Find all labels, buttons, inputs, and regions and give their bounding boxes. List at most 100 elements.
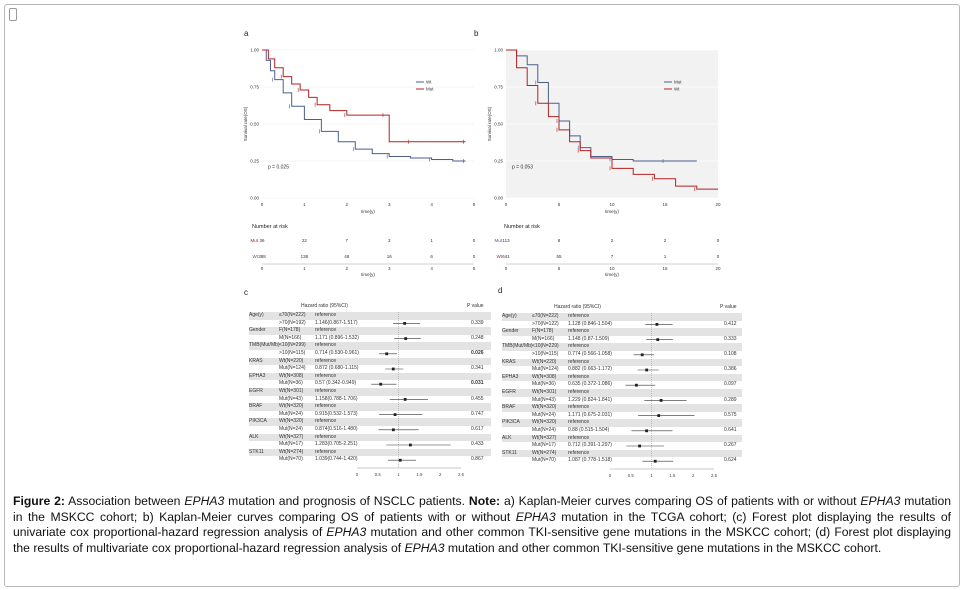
forest-row: KRAS Wt(N=220) reference [502,358,742,367]
forest-cell-hr: reference [315,312,337,318]
forest-cell-var: ALK [502,434,512,441]
km-curve-wt [262,49,466,162]
forest-cell-grp: Wt(N=327) [279,433,304,440]
risk-x-label: time(y) [605,272,619,277]
risk-x-tick: 0 [261,266,264,271]
forest-row: TMB(Mut/Mb) <10(N=299) reference [249,342,491,350]
forest-cell-var: Gender [502,328,519,335]
forest-cell-hr: reference [315,418,337,425]
forest-cell-hr: reference [568,313,590,319]
forest-cell-hr: 0.88 (0.515-1.504) [568,427,610,433]
forest-cell-p: 0.575 [724,411,737,418]
forest-cell-hr: reference [315,357,337,364]
hr-point [379,382,383,386]
forest-cell-grp: F(N=178) [532,328,554,335]
forest-cell-var: EPHA3 [502,373,519,380]
forest-cell-var: TMB(Mut/Mb) [502,343,533,350]
y-axis-label: Survival rate(OS) [243,106,248,141]
forest-row: Mut(N=17) 0.712 (0.391-1.297) 0.267 [502,442,742,450]
x-tick-label: 5 [558,202,561,207]
hr-point [655,323,659,326]
forest-cell-grp: Wt(N=320) [279,418,304,425]
risk-value: 113 [502,238,510,243]
forest-cell-var: BRAF [502,404,516,411]
x-tick-label: 4 [430,202,433,207]
forest-cell-p: 0.412 [724,320,737,327]
hr-point [385,352,389,356]
x-axis-label: time(y) [605,209,619,214]
caption-lead: Figure 2: [13,494,65,508]
panel-b-letter: b [474,29,479,38]
forest-cell-grp: Mut(N=24) [532,427,556,433]
forest-row: BRAF Wt(N=320) reference [502,404,742,412]
forest-cell-hr: 1.171 (0.896-1.532) [315,334,359,341]
panel-c-letter: c [244,288,248,297]
forest-header: Hazard ratio (95%CI) P value [249,303,491,311]
panel-a-letter: a [244,29,249,38]
forest-header: Hazard ratio (95%CI) P value [502,304,742,312]
forest-cell-hr: reference [568,404,590,411]
hr-point [391,367,395,371]
forest-cell-grp: Mut(N=43) [532,396,556,403]
y-tick-label: 1.00 [250,48,259,53]
forest-row: STK11 Wt(N=274) reference [502,449,742,458]
forest-marks: 0 0.5 1 1.5 2 2.5 [609,313,718,478]
forest-cell-var: PIK3CA [249,418,267,425]
forest-row: EGFR Wt(N=301) reference [249,388,491,396]
risk-x-tick: 10 [609,266,615,271]
figure-frame [4,4,960,587]
hr-point [653,459,657,463]
forest-x-tick: 2.5 [711,473,718,478]
forest-row: Gender F(N=178) reference [502,328,742,336]
forest-cell-hr: reference [568,373,590,380]
forest-cell-grp: Mut(N=124) [279,365,306,372]
risk-value: 8 [558,238,561,243]
risk-value: 1 [664,254,667,259]
forest-row: Mut(N=24) 1.171 (0.675-2.031) 0.575 [502,412,742,420]
forest-cell-hr: 0.774 (0.566-1.058) [568,351,612,357]
forest-x-tick: 0.5 [628,473,635,478]
forest-cell-grp: >10(N=115) [279,350,306,356]
forest-row: STK11 Wt(N=274) reference [249,448,491,457]
x-tick-label: 2 [346,202,349,207]
hr-point [645,368,649,372]
forest-cell-hr: 0.915(0.532-1.573) [315,410,358,417]
forest-cell-var: BRAF [249,403,263,410]
forest-cell-hr: reference [568,358,590,365]
km-curve-mut [262,49,466,143]
forest-cell-hr: 1.148 (0.87-1.509) [568,335,610,342]
x-tick-label: 0 [505,202,508,207]
forest-x-tick: 1.5 [669,473,676,478]
forest-cell-hr: 1.087 (0.778-1.518) [568,457,612,464]
risk-value: 2 [664,238,667,243]
y-tick-label: 0.00 [494,196,503,201]
y-tick-label: 0.75 [494,85,503,90]
y-tick-label: 0.50 [494,122,503,127]
forest-cell-hr: 0.872 (0.680-1.115) [315,365,359,372]
forest-cell-p: 0.339 [471,319,484,326]
forest-cell-grp: >10(N=115) [532,351,559,357]
forest-row: Mut(N=24) 0.874(0.516-1.480) 0.617 [249,426,491,434]
forest-cell-grp: Wt(N=320) [279,403,304,410]
forest-cell-hr: reference [315,372,337,379]
caption-text-2: mutation and prognosis of NSCLC patients… [224,494,469,508]
forest-cell-grp: Wt(N=320) [532,419,557,426]
forest-cell-grp: <10(N=229) [532,343,559,350]
risk-x-tick: 3 [388,266,391,271]
y-tick-label: 0.25 [250,159,259,164]
forest-cell-grp: Wt(N=301) [279,388,304,394]
risk-value: 7 [346,238,349,243]
forest-cell-hr: reference [315,342,337,349]
risk-value: 1 [430,238,433,243]
risk-x-label: time(y) [361,272,375,277]
caption-text-5: mutation in the TCGA cohort; (c) Forest … [13,509,951,540]
hr-point [638,444,642,448]
forest-cell-hr: reference [568,449,590,456]
forest-row: >10(N=115) 0.714 (0.530-0.961) 0.026 [249,350,491,358]
forest-cell-grp: Mut(N=124) [532,366,559,373]
forest-row: EPHA3 Wt(N=308) reference [249,372,491,381]
forest-cell-var: ALK [249,433,259,440]
km-curve-mut [506,49,697,162]
risk-x-tick: 15 [662,266,668,271]
x-tick-label: 5 [473,202,476,207]
